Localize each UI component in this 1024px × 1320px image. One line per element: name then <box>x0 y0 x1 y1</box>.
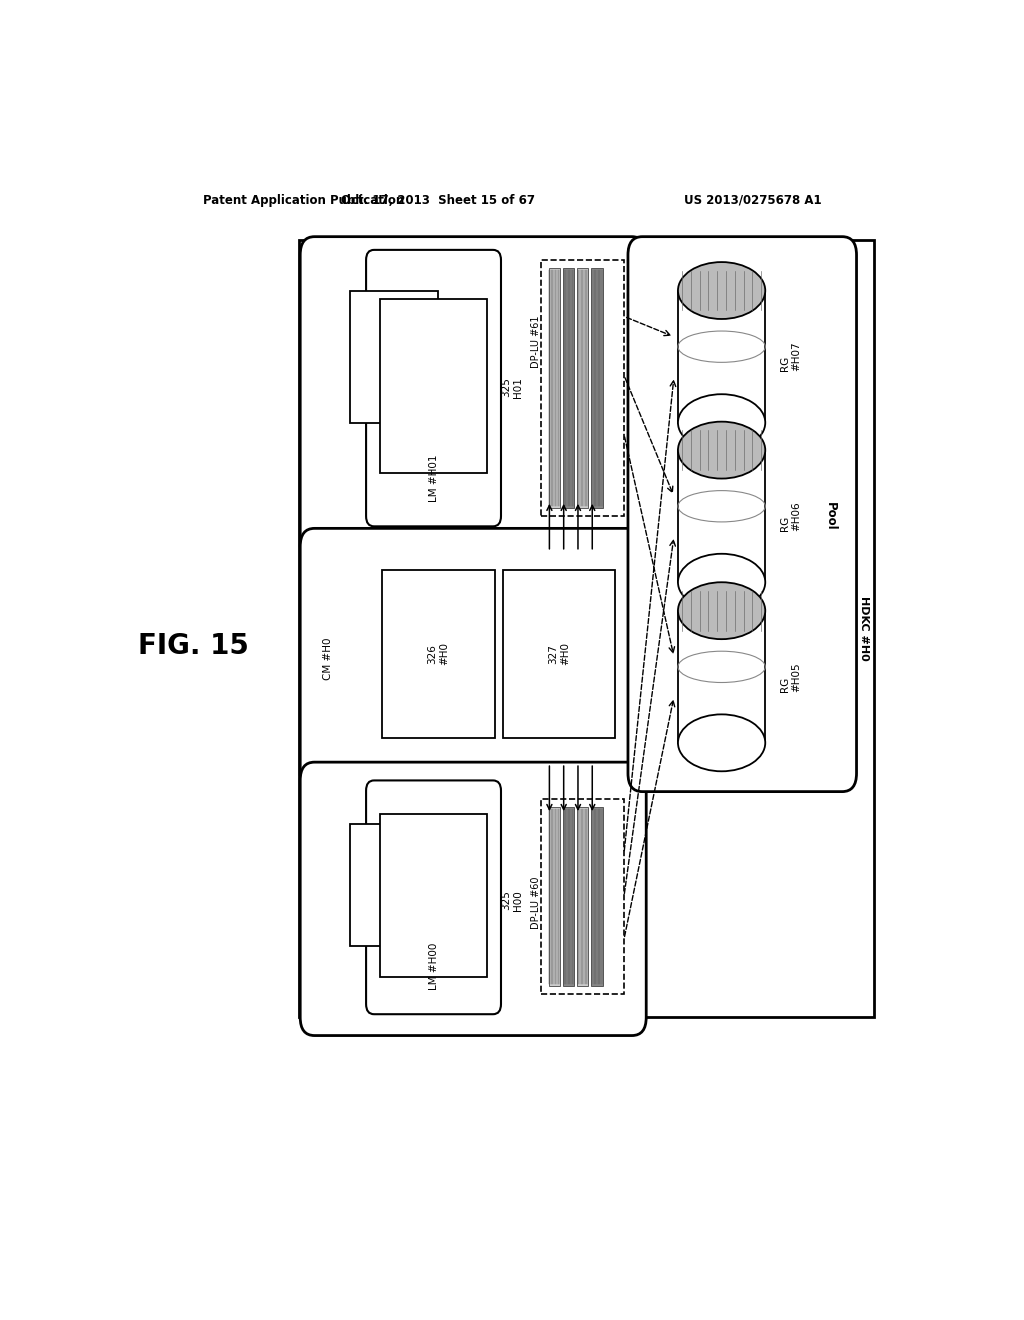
Bar <box>592 807 602 986</box>
Text: FIG. 15: FIG. 15 <box>137 632 249 660</box>
Text: Pool: Pool <box>824 502 837 531</box>
Text: RG
#H05: RG #H05 <box>779 661 801 692</box>
Text: CPU #H00: CPU #H00 <box>389 858 399 912</box>
FancyBboxPatch shape <box>300 762 646 1036</box>
Text: CM #H0: CM #H0 <box>323 638 333 680</box>
Ellipse shape <box>678 554 765 611</box>
Ellipse shape <box>678 714 765 771</box>
Ellipse shape <box>678 582 765 639</box>
Text: LM #H00: LM #H00 <box>428 942 438 990</box>
Text: RG
#H07: RG #H07 <box>779 342 801 371</box>
Text: 327
#H0: 327 #H0 <box>548 643 569 665</box>
Ellipse shape <box>678 263 765 319</box>
Text: LM #H01: LM #H01 <box>428 454 438 502</box>
Bar <box>549 807 560 986</box>
Bar <box>380 814 486 977</box>
Text: Patent Application Publication: Patent Application Publication <box>204 194 404 206</box>
Text: US 2013/0275678 A1: US 2013/0275678 A1 <box>684 194 821 206</box>
Bar <box>678 290 765 422</box>
Bar <box>541 799 624 994</box>
Text: Oct. 17, 2013  Sheet 15 of 67: Oct. 17, 2013 Sheet 15 of 67 <box>341 194 535 206</box>
FancyBboxPatch shape <box>300 236 646 562</box>
Bar <box>380 298 486 474</box>
Ellipse shape <box>678 421 765 479</box>
Bar <box>678 450 765 582</box>
Ellipse shape <box>678 395 765 451</box>
Bar <box>578 268 588 508</box>
Text: HDKC #H0: HDKC #H0 <box>859 595 869 660</box>
FancyBboxPatch shape <box>367 780 501 1014</box>
Text: DP-LU #60: DP-LU #60 <box>530 876 541 929</box>
Bar <box>678 611 765 743</box>
Text: CPU #H01: CPU #H01 <box>389 330 399 384</box>
Bar <box>350 824 437 946</box>
Bar <box>350 290 437 422</box>
FancyBboxPatch shape <box>367 249 501 527</box>
Bar <box>592 268 602 508</box>
Bar <box>382 570 495 738</box>
Bar <box>563 268 574 508</box>
Bar <box>549 268 560 508</box>
Bar <box>578 807 588 986</box>
Text: 1500: 1500 <box>712 269 743 281</box>
Text: 326
#H0: 326 #H0 <box>427 643 450 665</box>
Bar <box>503 570 615 738</box>
FancyBboxPatch shape <box>628 236 856 792</box>
Bar <box>563 807 574 986</box>
FancyBboxPatch shape <box>300 528 646 792</box>
Text: 325
H00: 325 H00 <box>502 890 523 911</box>
Bar <box>299 240 874 1018</box>
Text: RG
#H06: RG #H06 <box>779 502 801 531</box>
Bar <box>541 260 624 516</box>
Text: 325
H01: 325 H01 <box>502 376 523 397</box>
Text: DP-LU #61: DP-LU #61 <box>530 315 541 367</box>
